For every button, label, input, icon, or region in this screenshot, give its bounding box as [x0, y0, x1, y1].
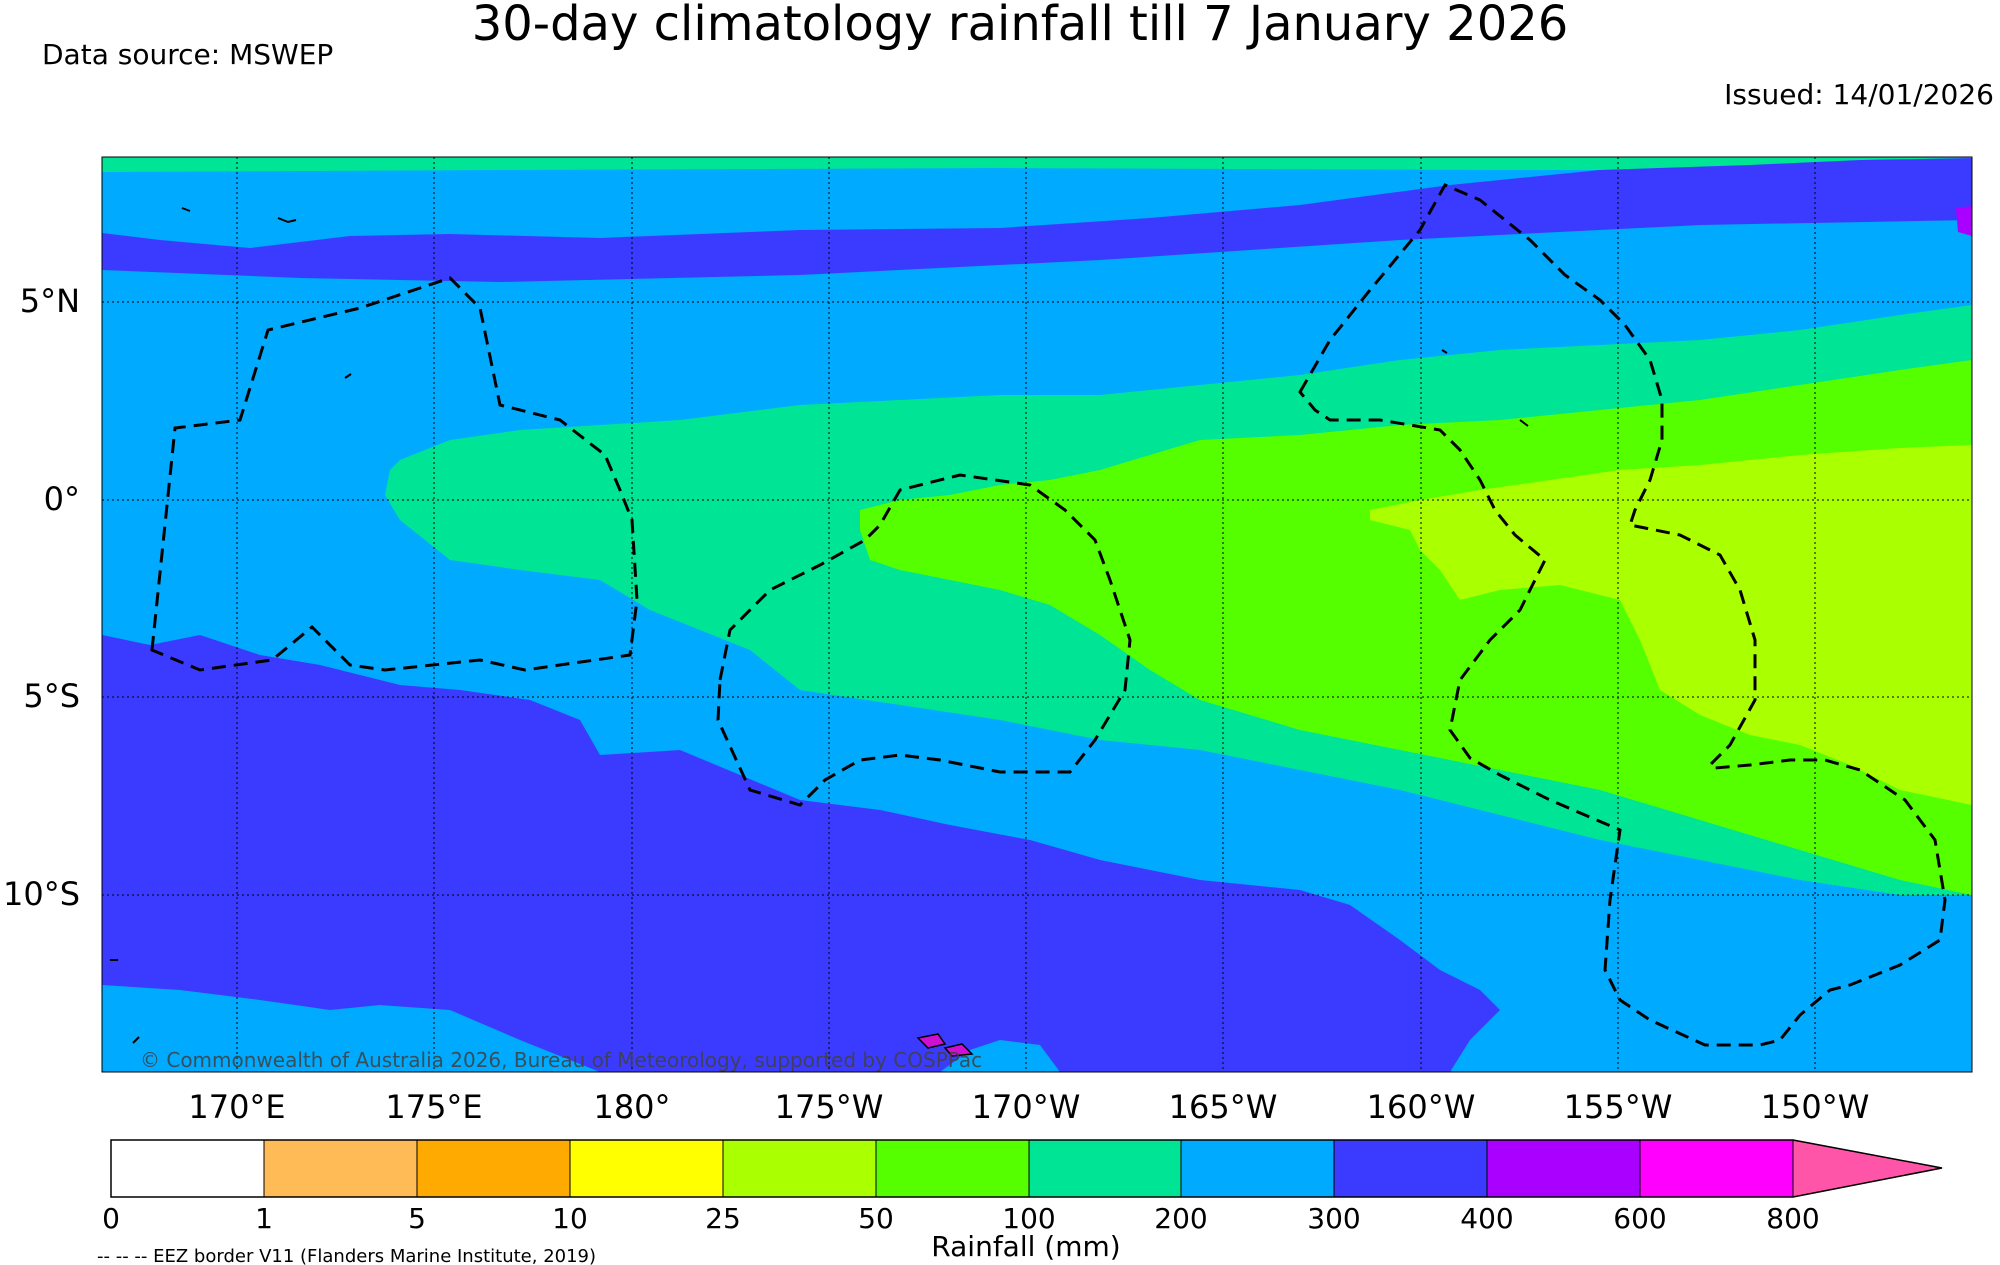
lat-label-5s: 5°S — [23, 677, 80, 715]
colorbar-tick: 300 — [1307, 1202, 1360, 1235]
issued-date: Issued: 14/01/2026 — [1724, 78, 1994, 111]
colorbar-tick: 0 — [102, 1202, 120, 1235]
lon-label-175e: 175°E — [385, 1088, 482, 1126]
lat-label-0: 0° — [44, 480, 80, 518]
graticule — [102, 157, 1972, 1072]
colorbar-extend-arrow — [1792, 1139, 1943, 1198]
lat-label-5n: 5°N — [20, 282, 80, 320]
copyright-notice: © Commonwealth of Australia 2026, Bureau… — [140, 1048, 982, 1072]
colorbar-tick: 800 — [1766, 1202, 1819, 1235]
colorbar-segment-100-200 — [1028, 1139, 1182, 1198]
map-frame — [101, 156, 1973, 1073]
colorbar-segment-300-400 — [1333, 1139, 1488, 1198]
data-source-label: Data source: MSWEP — [42, 38, 334, 71]
eez-borders — [150, 183, 1947, 1047]
lon-label-175w: 175°W — [775, 1088, 884, 1126]
colorbar-segment-1-5 — [263, 1139, 418, 1198]
lon-label-150w: 150°W — [1761, 1088, 1870, 1126]
colorbar-segment-400-600 — [1486, 1139, 1641, 1198]
map-title: 30-day climatology rainfall till 7 Janua… — [471, 0, 1569, 52]
colorbar-tick: 400 — [1460, 1202, 1513, 1235]
rainfall-field — [102, 157, 1972, 1072]
colorbar-segment-25-50 — [722, 1139, 877, 1198]
colorbar-segment-10-25 — [569, 1139, 724, 1198]
colorbar-tick: 5 — [408, 1202, 426, 1235]
lon-label-155w: 155°W — [1564, 1088, 1673, 1126]
colorbar-tick: 10 — [552, 1202, 588, 1235]
lon-label-170e: 170°E — [188, 1088, 285, 1126]
lat-label-10s: 10°S — [3, 875, 80, 913]
lon-label-170w: 170°W — [972, 1088, 1081, 1126]
colorbar-tick: 50 — [858, 1202, 894, 1235]
colorbar-segment-0-1 — [110, 1139, 265, 1198]
colorbar-segment-600-800 — [1639, 1139, 1794, 1198]
lon-label-160w: 160°W — [1367, 1088, 1476, 1126]
colorbar-tick: 100 — [1002, 1202, 1055, 1235]
colorbar-tick: 600 — [1613, 1202, 1666, 1235]
lon-label-165w: 165°W — [1169, 1088, 1278, 1126]
islands — [916, 1033, 974, 1057]
colorbar-segment-5-10 — [416, 1139, 571, 1198]
colorbar-tick: 25 — [705, 1202, 741, 1235]
lon-label-180: 180° — [593, 1088, 670, 1126]
colorbar-title: Rainfall (mm) — [931, 1230, 1120, 1263]
coastline-specks — [110, 207, 1529, 1044]
colorbar-tick: 1 — [255, 1202, 273, 1235]
colorbar-segment-50-100 — [875, 1139, 1030, 1198]
eez-border-note: -- -- -- EEZ border V11 (Flanders Marine… — [97, 1246, 596, 1265]
colorbar — [110, 1139, 1943, 1198]
colorbar-segment-200-300 — [1180, 1139, 1335, 1198]
colorbar-tick: 200 — [1154, 1202, 1207, 1235]
